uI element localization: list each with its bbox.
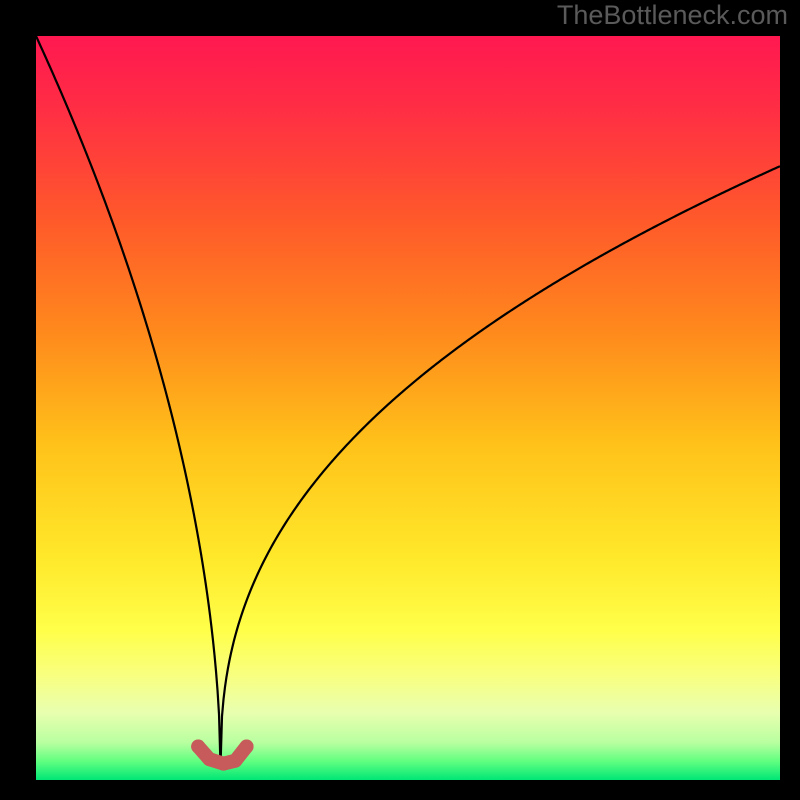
- bottleneck-chart: [0, 0, 800, 800]
- watermark-text: TheBottleneck.com: [557, 0, 788, 31]
- gradient-background: [36, 36, 780, 780]
- marker-point: [228, 754, 242, 768]
- marker-point: [202, 752, 216, 766]
- marker-point: [240, 740, 254, 754]
- marker-point: [216, 757, 230, 771]
- marker-point: [191, 740, 205, 754]
- chart-container: TheBottleneck.com: [0, 0, 800, 800]
